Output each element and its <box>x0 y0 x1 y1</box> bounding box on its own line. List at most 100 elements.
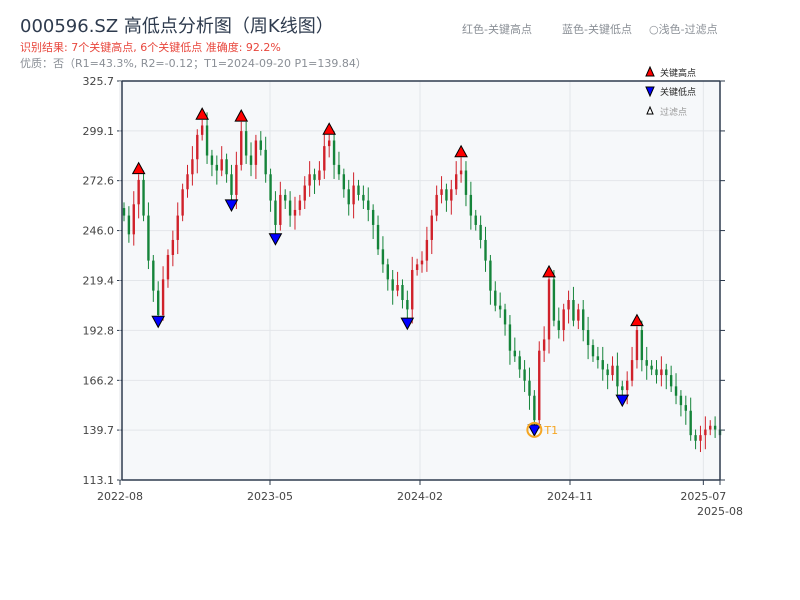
candle-body <box>630 360 634 381</box>
candle-body <box>621 386 624 391</box>
candle-body <box>386 264 390 280</box>
candle-body <box>152 260 155 291</box>
key-high-marker <box>542 264 556 278</box>
candle-body <box>645 360 648 366</box>
candle-body <box>313 174 316 180</box>
candle-body <box>513 350 517 357</box>
candle-body <box>577 309 580 321</box>
legend-low-label: 关键低点 <box>660 86 696 98</box>
candle-body <box>161 279 165 316</box>
key-high-marker <box>322 122 337 135</box>
candle-body <box>694 435 697 441</box>
candle-body <box>699 435 702 441</box>
legend-blue-note: 蓝色-关键低点 <box>562 23 632 36</box>
legend-high-label: 关键高点 <box>660 67 696 79</box>
candle-body <box>445 189 448 201</box>
legend-filtered-icon <box>646 105 654 115</box>
candle-body <box>679 395 683 406</box>
candle-body <box>440 189 443 195</box>
candle-body <box>264 149 267 175</box>
legend-high-icon <box>645 65 655 77</box>
candle-body <box>323 146 326 171</box>
candle-body <box>249 155 253 165</box>
candle-body <box>171 239 175 255</box>
candle-body <box>640 330 644 361</box>
candle-body <box>572 300 575 321</box>
candle-body <box>401 285 404 301</box>
candle-body <box>274 200 277 225</box>
candle-body <box>704 429 707 436</box>
y-tick-label: 139.7 <box>83 424 115 437</box>
key-high-marker <box>131 161 146 175</box>
candle-body <box>293 209 297 216</box>
candle-body <box>552 279 556 321</box>
candle-body <box>332 140 336 165</box>
key-high-marker <box>630 313 644 327</box>
candle-body <box>454 174 458 190</box>
candle-body <box>127 215 131 235</box>
candle-body <box>181 189 184 216</box>
candle-body <box>562 309 565 331</box>
candle-body <box>567 300 570 310</box>
candle-body <box>709 425 712 430</box>
candle-body <box>186 174 189 190</box>
y-tick-label: 166.2 <box>83 374 115 387</box>
candle-body <box>147 215 150 261</box>
candle-body <box>303 185 306 201</box>
candle-body <box>396 285 399 291</box>
candle-body <box>474 215 477 225</box>
candle-body <box>650 365 653 370</box>
candle-body <box>582 309 585 331</box>
candle-body <box>542 339 546 351</box>
candle-body <box>298 200 302 210</box>
candle-body <box>528 380 531 396</box>
candle-body <box>122 208 126 216</box>
candle-body <box>489 260 492 291</box>
candle-body <box>200 125 204 135</box>
x-tick-label: 2024-11 <box>547 490 593 503</box>
candle-body <box>176 215 179 240</box>
t1-circle <box>526 421 543 438</box>
candle-body <box>498 305 502 310</box>
candle-body <box>523 369 526 381</box>
candle-body <box>469 194 473 216</box>
candle-body <box>191 159 194 175</box>
candle-body <box>596 356 600 361</box>
candle-body <box>606 369 609 376</box>
t1-label: T1 <box>543 424 558 437</box>
key-low-marker <box>615 394 630 408</box>
candle-body <box>518 356 521 370</box>
candle-body <box>601 360 604 370</box>
x-tick-label: 2022-08 <box>97 490 143 503</box>
candle-body <box>557 320 560 331</box>
legend-light-note: ○浅色-过滤点 <box>649 23 718 36</box>
x-tick-label: 2025-07 <box>680 490 726 503</box>
candle-body <box>655 369 658 376</box>
x-tick-label: 2023-05 <box>247 490 293 503</box>
candle-body <box>430 215 433 240</box>
legend-filtered-label: 过滤点 <box>660 106 687 118</box>
candle-body <box>425 239 429 261</box>
candle-body <box>240 131 243 165</box>
candle-body <box>220 159 223 171</box>
candle-body <box>269 174 272 201</box>
candle-body <box>166 254 170 280</box>
key-low-marker <box>224 199 239 212</box>
x-tick-label: 2024-02 <box>397 490 443 503</box>
legend-red-note: 红色-关键高点 <box>462 23 532 36</box>
candle-body <box>635 330 639 361</box>
candle-body <box>215 164 219 171</box>
candle-body <box>616 365 619 387</box>
candle-body <box>415 264 419 270</box>
y-tick-label: 299.1 <box>83 125 115 138</box>
candle-body <box>308 174 311 186</box>
key-low-marker <box>400 317 415 331</box>
candle-body <box>508 324 512 351</box>
candle-body <box>586 330 590 346</box>
key-low-marker <box>268 233 283 246</box>
y-tick-label: 219.4 <box>83 275 115 288</box>
y-tick-label: 272.6 <box>83 175 115 188</box>
candle-body <box>406 300 409 310</box>
